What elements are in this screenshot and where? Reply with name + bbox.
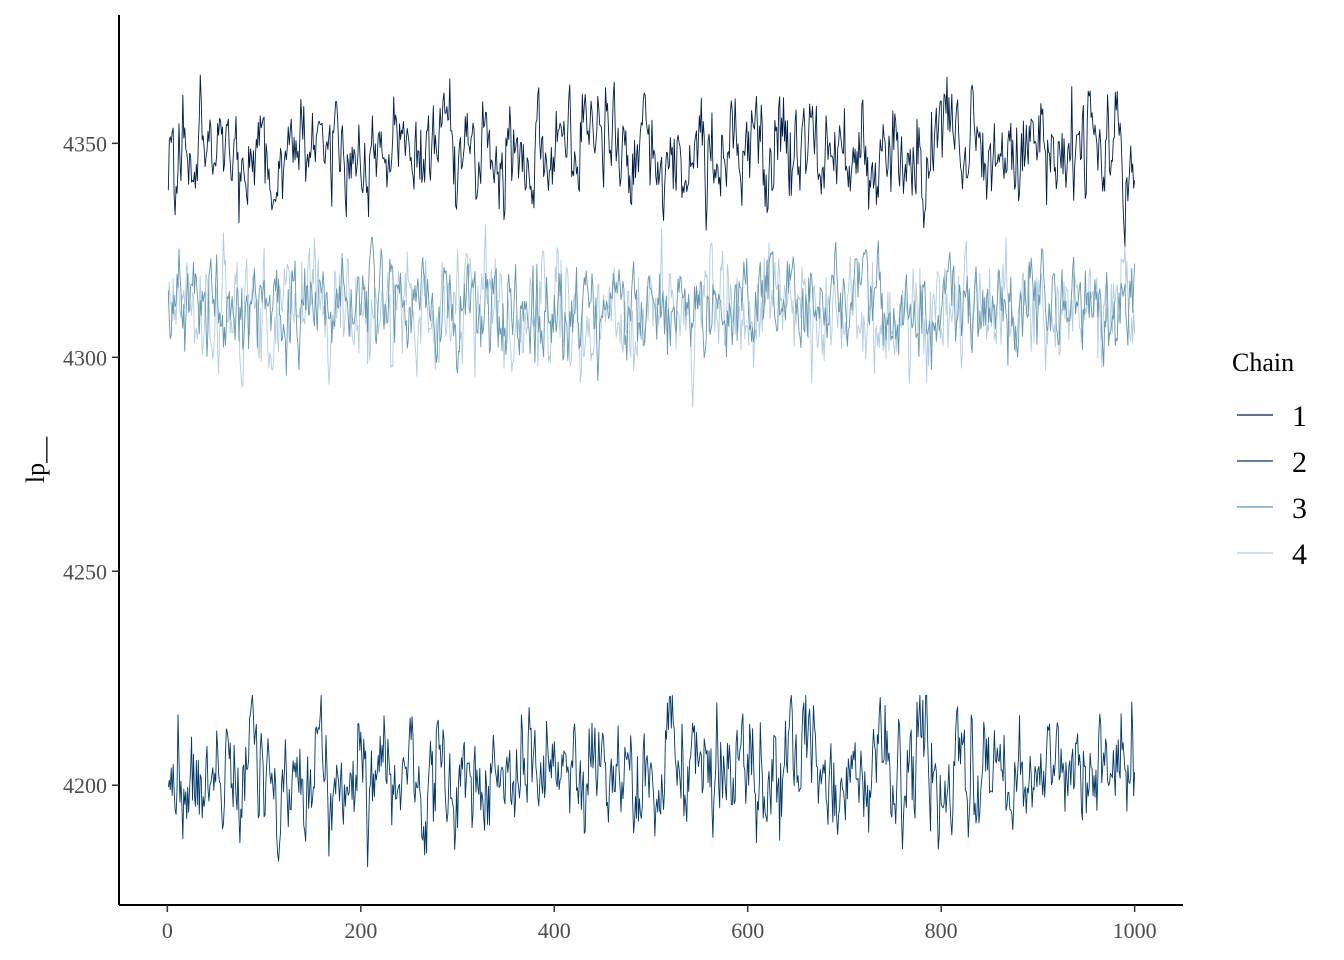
y-axis-ticks: 4200 4250 4300 4350 [63, 131, 119, 798]
x-tick-label: 200 [344, 918, 377, 943]
chain-4-trace [167, 224, 1136, 408]
legend-label-chain-2: 2 [1292, 446, 1307, 479]
y-tick-label: 4350 [63, 131, 107, 156]
legend-label-chain-4: 4 [1292, 538, 1307, 571]
x-tick-label: 400 [538, 918, 571, 943]
chain-1-trace [167, 74, 1136, 247]
legend: Chain 1 2 3 4 [1232, 348, 1307, 571]
y-tick-label: 4250 [63, 559, 107, 584]
x-tick-label: 1000 [1113, 918, 1157, 943]
x-tick-label: 0 [162, 918, 173, 943]
y-tick-label: 4200 [63, 773, 107, 798]
legend-label-chain-1: 1 [1292, 400, 1307, 433]
legend-label-chain-3: 3 [1292, 492, 1307, 525]
y-axis-title: lp__ [21, 436, 50, 483]
x-tick-label: 800 [925, 918, 958, 943]
x-axis-ticks: 0 200 400 600 800 1000 [162, 905, 1157, 943]
series-layer [167, 74, 1136, 868]
chain-3-trace [167, 237, 1136, 381]
y-tick-label: 4300 [63, 345, 107, 370]
x-tick-label: 600 [731, 918, 764, 943]
chain-2-trace [167, 694, 1136, 868]
legend-title: Chain [1232, 348, 1294, 377]
